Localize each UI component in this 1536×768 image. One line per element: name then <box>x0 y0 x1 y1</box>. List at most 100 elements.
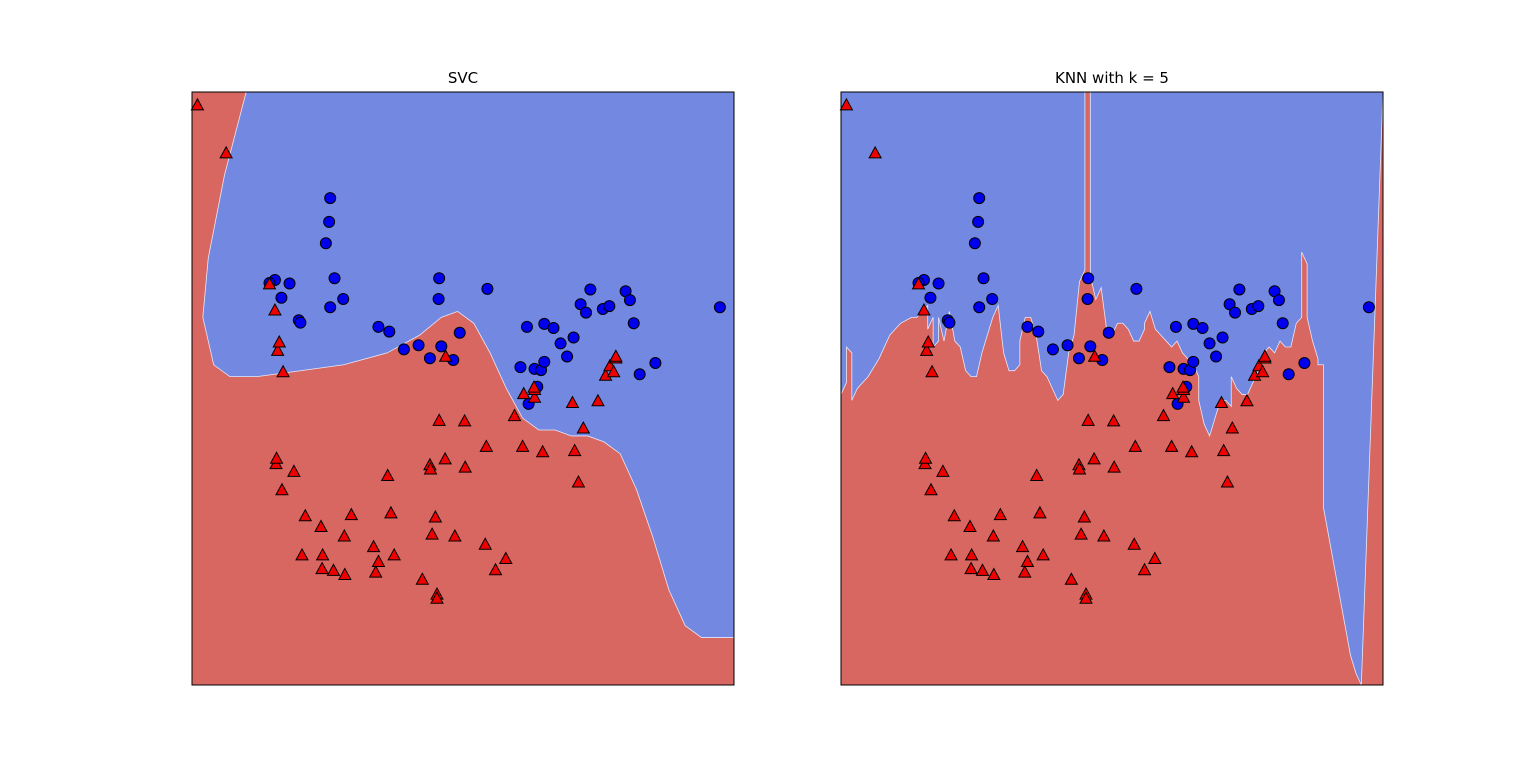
data-point-triangle <box>1017 565 1032 578</box>
data-point-triangle <box>924 482 938 496</box>
data-point-circle <box>423 352 436 365</box>
data-point-circle <box>554 337 567 350</box>
data-point-triangle <box>1064 572 1079 585</box>
data-point-triangle <box>925 364 939 378</box>
data-point-triangle <box>917 302 931 316</box>
data-point-triangle <box>1216 443 1231 457</box>
data-point-triangle <box>1220 474 1235 488</box>
data-point-circle <box>1252 300 1265 313</box>
data-point-triangle <box>1036 547 1051 561</box>
data-point-triangle <box>1087 451 1101 465</box>
data-point-triangle <box>1072 461 1087 475</box>
data-point-circle <box>1081 292 1094 305</box>
data-point-triangle <box>993 507 1008 521</box>
data-point-triangle <box>936 464 950 477</box>
data-point-circle <box>1203 337 1216 350</box>
data-point-triangle <box>515 439 530 452</box>
data-point-circle <box>432 292 445 305</box>
data-point-circle <box>1233 283 1246 296</box>
data-point-triangle <box>571 474 586 488</box>
data-point-triangle <box>516 386 531 400</box>
svc-axes-frame <box>191 91 735 686</box>
data-point-circle <box>294 316 307 329</box>
data-point-circle <box>1276 317 1289 330</box>
data-point-circle <box>1130 282 1143 295</box>
data-point-triangle <box>458 460 473 473</box>
data-point-triangle <box>1214 395 1229 409</box>
data-point-triangle <box>432 413 446 426</box>
data-point-triangle <box>1147 551 1162 564</box>
data-point-triangle <box>326 563 341 576</box>
data-point-circle <box>412 339 425 352</box>
data-point-triangle <box>944 547 958 561</box>
data-point-triangle <box>591 393 605 407</box>
data-point-triangle <box>987 567 1001 581</box>
data-point-triangle <box>963 519 977 532</box>
data-point-triangle <box>423 461 438 475</box>
data-point-triangle <box>498 551 513 564</box>
data-point-triangle <box>567 443 582 457</box>
svc-title: SVC <box>447 69 479 87</box>
data-point-triangle <box>507 408 522 422</box>
data-point-circle <box>328 272 341 285</box>
data-point-triangle <box>479 439 494 452</box>
data-point-circle <box>713 301 726 314</box>
data-point-triangle <box>1106 413 1121 427</box>
data-point-triangle <box>276 364 290 378</box>
data-point-triangle <box>315 561 329 575</box>
data-point-triangle <box>415 572 430 585</box>
data-point-circle <box>968 237 981 250</box>
knn-axes-frame <box>840 91 1384 686</box>
data-point-circle <box>337 292 350 305</box>
data-point-triangle <box>337 528 352 542</box>
data-point-triangle <box>478 537 493 550</box>
data-point-circle <box>561 350 574 363</box>
data-point-circle <box>1082 272 1095 285</box>
data-point-circle <box>1210 350 1223 363</box>
data-point-triangle <box>576 420 591 434</box>
data-point-circle <box>372 320 385 333</box>
data-point-triangle <box>384 505 398 519</box>
data-point-circle <box>1223 298 1236 311</box>
knn-title: KNN with k = 5 <box>1055 69 1169 87</box>
data-point-triangle <box>190 97 205 111</box>
data-point-triangle <box>425 527 439 540</box>
data-point-triangle <box>964 561 978 575</box>
data-point-triangle <box>380 468 395 481</box>
data-point-triangle <box>1164 439 1179 452</box>
data-point-circle <box>986 292 999 305</box>
data-point-triangle <box>565 395 580 409</box>
data-point-triangle <box>1258 349 1272 362</box>
data-point-triangle <box>262 276 277 290</box>
data-point-circle <box>972 215 985 228</box>
data-point-circle <box>324 301 337 314</box>
data-point-triangle <box>344 507 359 521</box>
data-point-triangle <box>1127 537 1142 550</box>
data-point-circle <box>323 215 336 228</box>
data-point-circle <box>1061 339 1074 352</box>
data-point-circle <box>924 291 937 304</box>
data-point-triangle <box>270 343 285 356</box>
data-point-circle <box>603 300 616 313</box>
data-point-circle <box>481 282 494 295</box>
data-point-triangle <box>1165 386 1180 400</box>
data-point-circle <box>1032 325 1045 338</box>
data-point-circle <box>1102 326 1115 339</box>
data-point-triangle <box>1015 539 1030 553</box>
data-point-circle <box>584 283 597 296</box>
data-point-circle <box>1072 352 1085 365</box>
data-point-triangle <box>371 554 386 567</box>
data-point-triangle <box>457 413 472 427</box>
data-point-triangle <box>918 451 933 464</box>
data-point-triangle <box>438 349 453 362</box>
data-point-circle <box>435 340 448 353</box>
data-point-triangle <box>448 528 462 542</box>
data-point-circle <box>397 343 410 356</box>
data-point-circle <box>324 192 337 205</box>
data-point-triangle <box>298 508 313 522</box>
data-point-circle <box>574 298 587 311</box>
data-point-circle <box>1282 368 1295 381</box>
data-point-circle <box>520 320 533 333</box>
knn-plot-area <box>839 91 1384 686</box>
data-point-triangle <box>609 349 623 362</box>
